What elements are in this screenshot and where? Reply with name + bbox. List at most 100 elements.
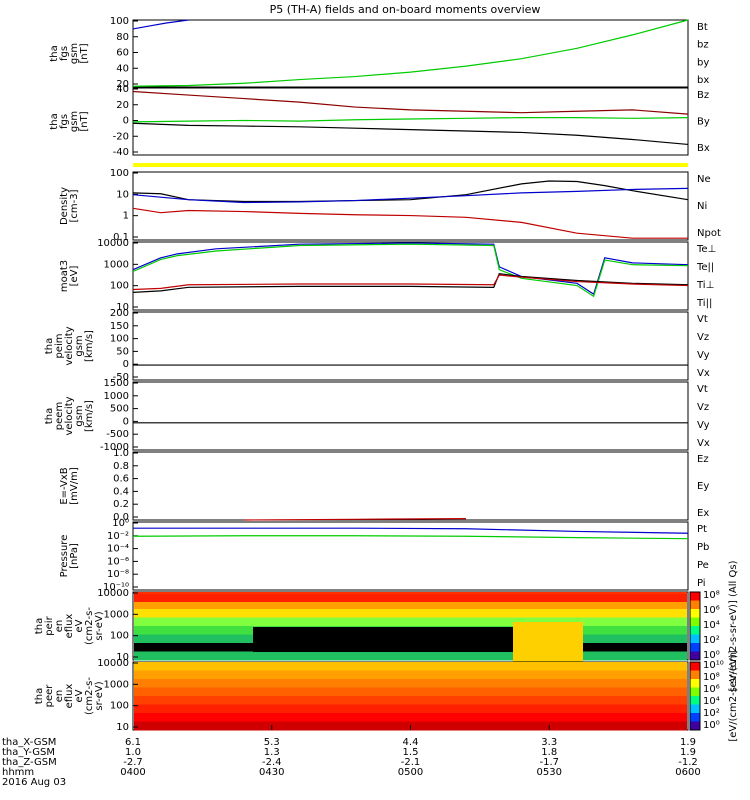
y-axis-label: peim bbox=[54, 333, 65, 358]
x-tick-label: 4.4 bbox=[403, 737, 419, 748]
y-axis-label: sr-eV) bbox=[94, 611, 105, 640]
colorbar-segment bbox=[690, 609, 700, 618]
panel-3: 10000 1000 100 10 moat3 [eV] Te⊥ Te|| Ti⊥ Ti|| bbox=[59, 238, 716, 313]
legend-entry: Bt bbox=[697, 22, 708, 33]
legend-entry: Vz bbox=[697, 402, 709, 413]
y-tick-label: 100 bbox=[110, 334, 129, 345]
x-tick-label: 0600 bbox=[675, 767, 700, 778]
legend-entry: Pi bbox=[697, 578, 706, 589]
spectrogram-band bbox=[134, 662, 687, 671]
x-row-label: hhmm bbox=[2, 767, 34, 778]
y-tick-label: 100 bbox=[110, 168, 129, 179]
x-tick-label: -1.2 bbox=[678, 757, 698, 768]
colorbar-tick-label: 10⁴ bbox=[703, 696, 720, 707]
y-axis-label: [eV] bbox=[69, 266, 80, 287]
panel-0: 100 80 60 40 20 tha fgs gsm [nT] Bt bz by bx bbox=[49, 16, 709, 90]
colorbar-tick-label: 10⁸ bbox=[703, 672, 720, 683]
y-axis-label: tha bbox=[49, 113, 60, 129]
x-tick-label: 0430 bbox=[259, 767, 284, 778]
y-tick-label: 10 bbox=[116, 652, 129, 663]
y-axis-label: sr-eV) bbox=[94, 681, 105, 710]
colorbar-segment bbox=[690, 704, 700, 714]
legend-entry: Vy bbox=[697, 420, 710, 431]
series-line-Te|| bbox=[132, 273, 689, 293]
series-line-Npot bbox=[132, 187, 689, 204]
y-tick-label: 10⁻⁶ bbox=[107, 556, 129, 567]
legend-entry: Bx bbox=[697, 143, 710, 154]
y-axis-label: [km/s] bbox=[84, 330, 95, 362]
y-axis-label: [mV/m] bbox=[69, 467, 80, 505]
y-axis-label: eflux bbox=[64, 684, 75, 709]
x-row-label: 2016 Aug 03 bbox=[2, 777, 66, 788]
y-axis-label: [nT] bbox=[79, 43, 90, 63]
y-tick-label: 10 bbox=[116, 189, 129, 200]
y-tick-label: 0.2 bbox=[113, 499, 129, 510]
y-tick-label: 20 bbox=[116, 100, 129, 111]
y-tick-label: 50 bbox=[116, 346, 129, 357]
x-tick-label: -1.7 bbox=[539, 757, 559, 768]
legend-entry: bz bbox=[697, 40, 709, 51]
y-tick-label: 10⁻² bbox=[107, 531, 129, 542]
y-tick-label: -500 bbox=[106, 429, 129, 440]
legend-entry: Ti|| bbox=[696, 298, 712, 309]
spectrogram-band bbox=[134, 704, 687, 714]
legend-entry: Bz bbox=[697, 90, 709, 101]
y-axis-label: [nT] bbox=[79, 111, 90, 131]
colorbar-tick-label: 10¹⁰ bbox=[703, 660, 724, 671]
y-tick-label: 0.4 bbox=[113, 486, 129, 497]
colorbar-segment bbox=[690, 713, 700, 722]
colorbar-frame bbox=[689, 661, 701, 731]
y-tick-label: 100 bbox=[110, 631, 129, 642]
colorbar-segment bbox=[690, 721, 700, 731]
x-tick-label: 5.3 bbox=[264, 737, 280, 748]
colorbar-label: [eV/(cm2-s-sr-eV)] bbox=[728, 650, 739, 741]
quality-flag-bar bbox=[133, 163, 688, 167]
spectrogram-band bbox=[134, 651, 687, 661]
x-tick-label: 0500 bbox=[398, 767, 423, 778]
y-axis-label: fgs bbox=[59, 114, 70, 129]
x-tick-label: -2.1 bbox=[401, 757, 421, 768]
colorbar-segment bbox=[690, 617, 700, 627]
y-axis-label: en bbox=[54, 690, 65, 703]
panel-frame bbox=[132, 171, 689, 241]
y-tick-label: 80 bbox=[116, 32, 129, 43]
series-line-Ti|| bbox=[132, 243, 689, 298]
colorbar-segment bbox=[690, 679, 700, 688]
y-tick-label: 500 bbox=[110, 404, 129, 415]
colorbar-segment bbox=[690, 592, 700, 601]
series-line-Pt bbox=[133, 527, 689, 534]
series-line-Bx bbox=[132, 122, 689, 146]
legend-entry: Vx bbox=[697, 438, 710, 449]
y-tick-label: 10⁻¹⁰ bbox=[103, 582, 129, 593]
y-axis-label: moat3 bbox=[59, 260, 70, 292]
colorbar-segment bbox=[690, 651, 700, 661]
spectrogram-band bbox=[513, 622, 583, 662]
series-line-Te⊥ bbox=[132, 274, 689, 291]
colorbar-tick-label: 10⁴ bbox=[703, 620, 720, 631]
legend-entry: Pe bbox=[697, 560, 709, 571]
panel-1: 40 20 0 -20 -40 tha fgs gsm [nT] Bz By Bx bbox=[49, 84, 710, 158]
y-tick-label: 40 bbox=[116, 84, 129, 95]
y-tick-label: 1000 bbox=[104, 609, 129, 620]
y-tick-label: 100 bbox=[110, 16, 129, 27]
y-axis-label: gsm bbox=[74, 335, 85, 356]
legend-entry: Vz bbox=[697, 332, 709, 343]
colorbar-segment bbox=[690, 662, 700, 671]
y-axis-label: eflux bbox=[64, 614, 75, 639]
y-tick-label: -40 bbox=[113, 147, 129, 158]
legend-entry: Ni bbox=[697, 201, 707, 212]
y-axis-label: [km/s] bbox=[84, 400, 95, 432]
y-axis-label: gsm bbox=[69, 111, 80, 132]
legend-entry: Te|| bbox=[696, 262, 714, 273]
legend-entry: Pt bbox=[697, 524, 707, 535]
y-axis-label: peer bbox=[44, 684, 55, 708]
series-line-Bz bbox=[132, 90, 689, 115]
colorbar-segment bbox=[690, 634, 700, 644]
colorbar-tick-label: 10⁶ bbox=[703, 684, 720, 695]
y-tick-label: 0.8 bbox=[113, 461, 129, 472]
y-axis-label: eV bbox=[74, 689, 85, 702]
y-axis-label: velocity bbox=[64, 326, 75, 365]
